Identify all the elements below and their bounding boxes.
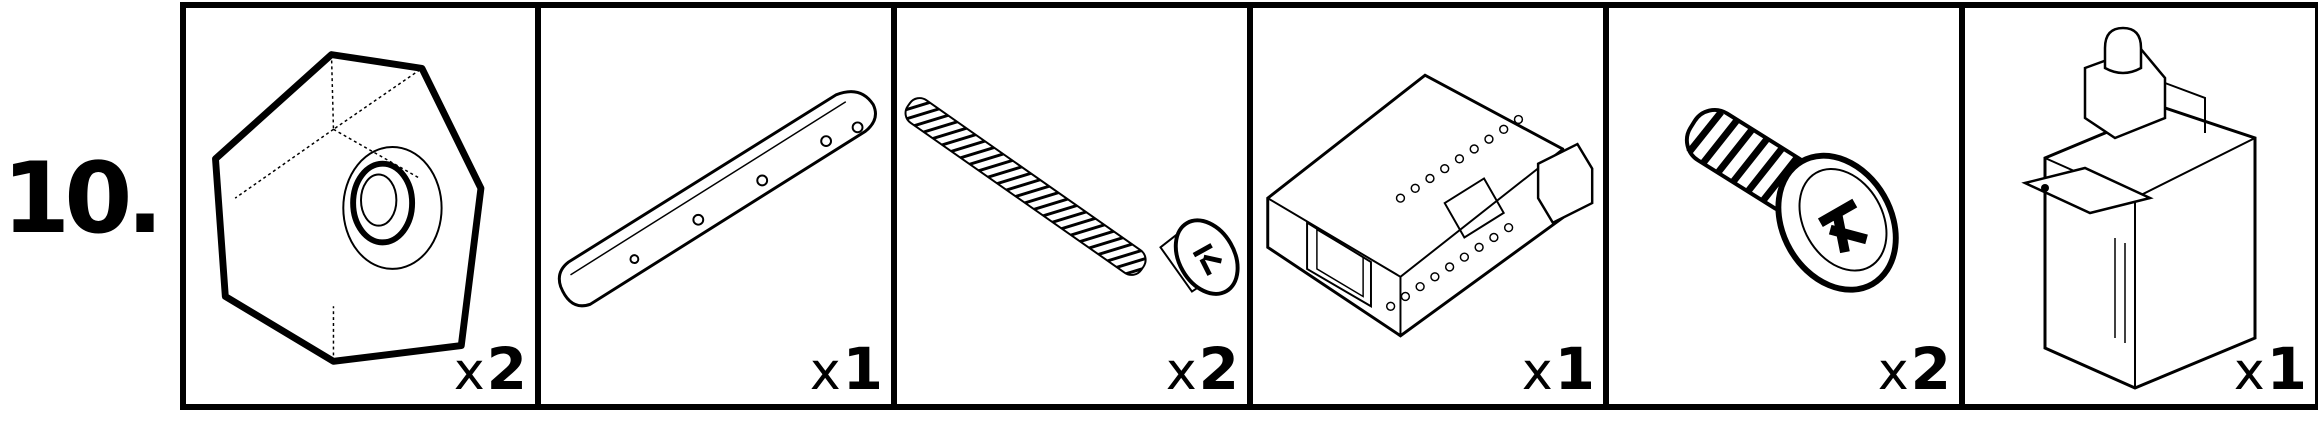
quantity-count: 1	[2266, 335, 2307, 403]
quantity-count: 1	[842, 335, 883, 403]
quantity-label: x2	[454, 340, 527, 398]
quantity-multiplier: x	[1521, 342, 1553, 402]
quantity-multiplier: x	[809, 342, 841, 402]
hex-nut-icon	[212, 51, 485, 365]
part-panel-flat-bar: x1	[541, 8, 897, 404]
quantity-count: 2	[1198, 335, 1239, 403]
flat-bar-icon	[557, 90, 877, 308]
quantity-multiplier: x	[2233, 342, 2265, 402]
part-panel-long-screw: x2	[897, 8, 1253, 404]
short-screw-icon	[1684, 108, 1899, 293]
servo-icon	[2021, 26, 2257, 390]
quantity-count: 2	[486, 335, 527, 403]
part-panel-board: x1	[1253, 8, 1609, 404]
quantity-label: x2	[1878, 340, 1951, 398]
parts-strip: x2 x1	[180, 2, 2318, 410]
part-panel-servo: x1	[1965, 8, 2315, 404]
quantity-label: x1	[2234, 340, 2307, 398]
quantity-multiplier: x	[1165, 342, 1197, 402]
part-panel-hex-nut: x2	[186, 8, 541, 404]
board-icon	[1266, 73, 1594, 338]
quantity-multiplier: x	[1877, 342, 1909, 402]
part-panel-short-screw: x2	[1609, 8, 1965, 404]
quantity-count: 1	[1554, 335, 1595, 403]
quantity-label: x1	[810, 340, 883, 398]
quantity-label: x1	[1522, 340, 1595, 398]
step-number: 10.	[2, 142, 164, 256]
long-screw-icon	[904, 97, 1240, 296]
quantity-count: 2	[1910, 335, 1951, 403]
quantity-multiplier: x	[453, 342, 485, 402]
quantity-label: x2	[1166, 340, 1239, 398]
